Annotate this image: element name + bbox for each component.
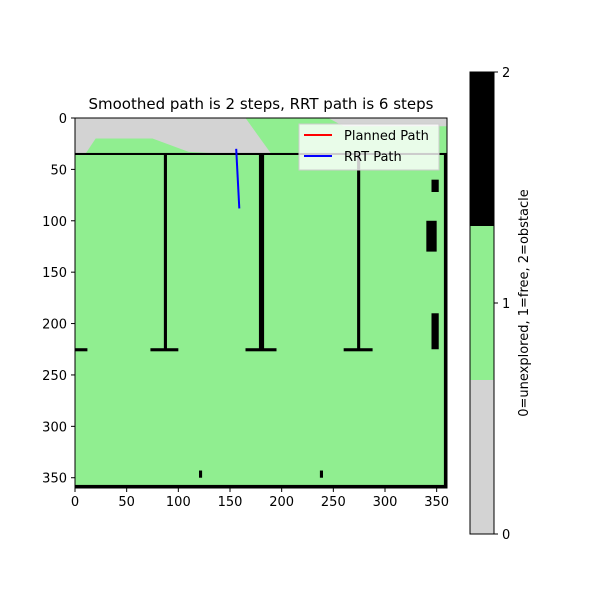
y-tick-label: 150 [42, 266, 67, 281]
obstacle-10 [431, 179, 439, 192]
obstacle-12 [431, 313, 439, 350]
obstacle-11 [426, 220, 437, 252]
obstacle-8 [75, 484, 447, 488]
obstacle-3 [258, 153, 265, 350]
y-axis: 0 50 100 150 200 250 300 350 [42, 112, 75, 487]
x-tick-label: 200 [269, 495, 294, 510]
y-tick-label: 0 [59, 112, 67, 127]
x-tick-label: 350 [424, 495, 449, 510]
obstacle-14 [319, 470, 323, 478]
obstacle-7 [443, 153, 447, 488]
y-tick-label: 50 [50, 163, 67, 178]
legend: Planned Path RRT Path [298, 123, 440, 171]
obstacle-6 [343, 348, 373, 352]
legend-label-rrt-path: RRT Path [344, 150, 402, 165]
colorbar-tick-label: 1 [502, 297, 510, 312]
y-tick-label: 300 [42, 420, 67, 435]
path-layer [235, 148, 241, 209]
y-tick-label: 250 [42, 369, 67, 384]
colorbar-tick-label: 2 [502, 66, 510, 81]
obstacle-2 [150, 348, 179, 352]
obstacle-13 [199, 470, 203, 478]
colorbar-segment-2 [470, 72, 494, 226]
series-line-1 [235, 148, 241, 209]
colorbar-ticks: 0 1 2 [494, 66, 510, 543]
legend-label-planned-path: Planned Path [344, 129, 429, 144]
x-tick-label: 150 [218, 495, 243, 510]
obstacle-1 [163, 153, 167, 350]
colorbar-label: 0=unexplored, 1=free, 2=obstacle [517, 189, 532, 417]
chart-title: Smoothed path is 2 steps, RRT path is 6 … [89, 95, 434, 113]
x-tick-label: 300 [373, 495, 398, 510]
x-tick-label: 250 [321, 495, 346, 510]
x-tick-label: 100 [166, 495, 191, 510]
axes-frame [74, 117, 448, 489]
colorbar-segments [470, 72, 494, 534]
colorbar-tick-label: 0 [502, 528, 510, 543]
colorbar: 0 1 2 0=unexplored, 1=free, 2=obstacle [469, 66, 532, 543]
obstacle-9 [75, 348, 88, 352]
x-tick-label: 0 [71, 495, 79, 510]
x-tick-label: 50 [118, 495, 135, 510]
colorbar-segment-0 [470, 380, 494, 534]
x-axis: 0 50 100 150 200 250 300 350 [71, 488, 449, 510]
unexplored-region-0 [75, 118, 272, 154]
legend-box [298, 123, 440, 171]
y-tick-label: 100 [42, 215, 67, 230]
y-tick-label: 200 [42, 318, 67, 333]
y-tick-label: 350 [42, 472, 67, 487]
obstacle-4 [245, 348, 277, 352]
colorbar-segment-1 [470, 226, 494, 380]
obstacle-5 [357, 153, 361, 350]
obstacle-layer [75, 152, 447, 488]
plot-area [74, 117, 448, 489]
